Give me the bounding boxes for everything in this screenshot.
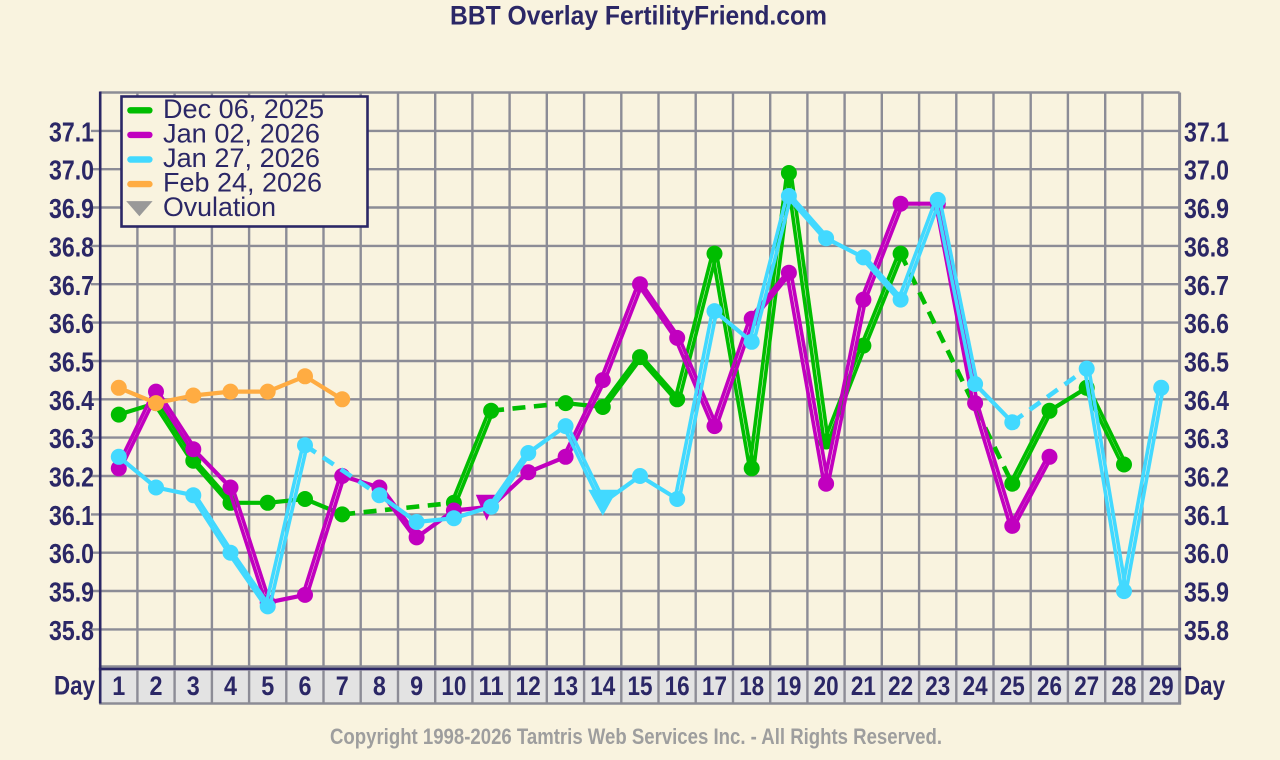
svg-text:23: 23 [925, 671, 950, 701]
svg-text:36.0: 36.0 [49, 538, 94, 569]
svg-text:36.3: 36.3 [49, 423, 94, 454]
svg-text:36.2: 36.2 [49, 462, 94, 493]
svg-text:29: 29 [1149, 671, 1174, 701]
svg-text:36.5: 36.5 [49, 347, 94, 378]
svg-text:35.8: 35.8 [49, 615, 94, 646]
svg-text:37.1: 37.1 [1184, 116, 1229, 147]
svg-text:37.0: 37.0 [1184, 155, 1229, 186]
svg-text:36.6: 36.6 [1184, 308, 1229, 339]
svg-text:25: 25 [1000, 671, 1025, 701]
svg-text:BBT Overlay FertilityFriend.co: BBT Overlay FertilityFriend.com [450, 1, 827, 31]
svg-text:36.9: 36.9 [1184, 193, 1229, 224]
svg-text:36.0: 36.0 [1184, 538, 1229, 569]
svg-text:35.9: 35.9 [49, 577, 94, 608]
svg-text:37.0: 37.0 [49, 155, 94, 186]
svg-text:7: 7 [336, 671, 349, 701]
svg-text:5: 5 [261, 671, 274, 701]
svg-text:21: 21 [851, 671, 876, 701]
svg-text:36.2: 36.2 [1184, 462, 1229, 493]
svg-text:8: 8 [373, 671, 386, 701]
svg-text:Day: Day [1184, 671, 1225, 701]
svg-text:27: 27 [1074, 671, 1099, 701]
svg-text:26: 26 [1037, 671, 1062, 701]
svg-text:Ovulation: Ovulation [163, 192, 276, 222]
svg-text:Jan 27, 2026: Jan 27, 2026 [163, 143, 320, 173]
svg-text:36.3: 36.3 [1184, 423, 1229, 454]
svg-text:Jan 02, 2026: Jan 02, 2026 [163, 118, 320, 148]
svg-text:36.1: 36.1 [1184, 500, 1229, 531]
svg-text:9: 9 [410, 671, 423, 701]
svg-text:36.7: 36.7 [49, 270, 94, 301]
svg-text:37.1: 37.1 [49, 116, 94, 147]
svg-text:3: 3 [187, 671, 200, 701]
svg-text:15: 15 [628, 671, 653, 701]
svg-text:Feb 24, 2026: Feb 24, 2026 [163, 168, 322, 198]
svg-text:36.8: 36.8 [49, 231, 94, 262]
svg-text:36.8: 36.8 [1184, 231, 1229, 262]
svg-text:24: 24 [963, 671, 988, 701]
svg-text:2: 2 [150, 671, 163, 701]
svg-text:Day: Day [54, 671, 95, 701]
svg-text:11: 11 [479, 671, 504, 701]
svg-text:14: 14 [590, 671, 615, 701]
svg-text:28: 28 [1112, 671, 1137, 701]
svg-text:18: 18 [739, 671, 764, 701]
svg-text:Dec 06, 2025: Dec 06, 2025 [163, 94, 324, 124]
svg-text:20: 20 [814, 671, 839, 701]
svg-text:36.6: 36.6 [49, 308, 94, 339]
svg-text:13: 13 [553, 671, 578, 701]
svg-text:12: 12 [516, 671, 541, 701]
svg-text:36.4: 36.4 [1184, 385, 1229, 416]
svg-text:16: 16 [665, 671, 690, 701]
svg-text:17: 17 [702, 671, 727, 701]
svg-text:Copyright 1998-2026 Tamtris We: Copyright 1998-2026 Tamtris Web Services… [330, 724, 942, 749]
svg-text:6: 6 [299, 671, 312, 701]
svg-text:36.5: 36.5 [1184, 347, 1229, 378]
svg-text:22: 22 [888, 671, 913, 701]
svg-text:35.8: 35.8 [1184, 615, 1229, 646]
svg-text:36.1: 36.1 [49, 500, 94, 531]
svg-text:19: 19 [776, 671, 801, 701]
svg-text:36.4: 36.4 [49, 385, 94, 416]
svg-text:35.9: 35.9 [1184, 577, 1229, 608]
svg-text:10: 10 [441, 671, 466, 701]
svg-text:4: 4 [224, 671, 237, 701]
svg-text:36.9: 36.9 [49, 193, 94, 224]
svg-text:36.7: 36.7 [1184, 270, 1229, 301]
svg-text:1: 1 [112, 671, 125, 701]
